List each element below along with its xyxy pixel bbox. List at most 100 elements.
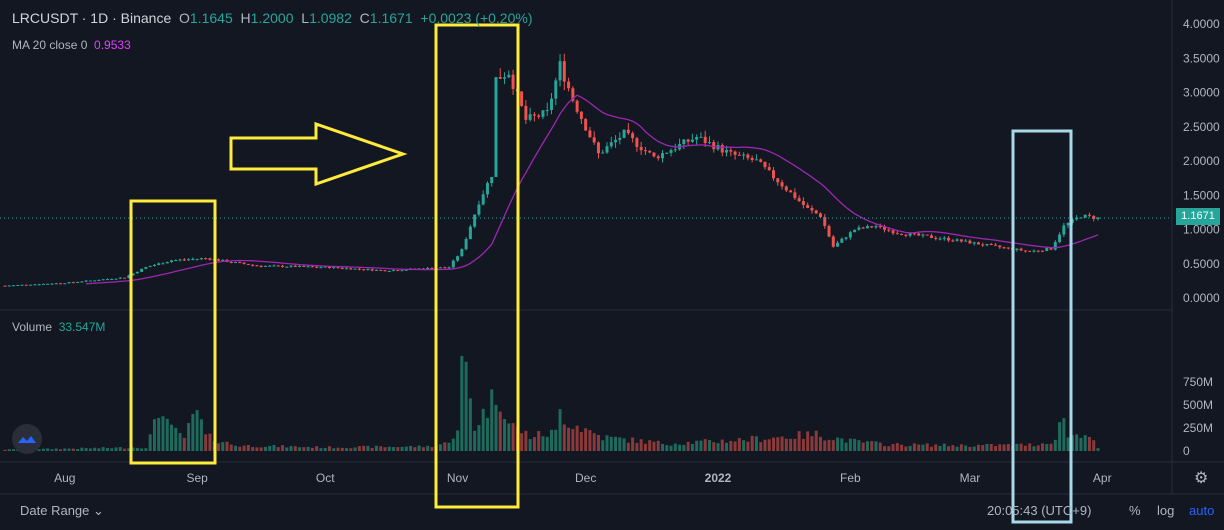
- candle: [887, 229, 891, 231]
- price-tick-label: 0.5000: [1183, 257, 1220, 271]
- candle: [929, 235, 933, 238]
- candle: [118, 277, 122, 279]
- volume-bar: [370, 447, 374, 451]
- candle: [3, 285, 7, 287]
- volume-bar: [665, 445, 669, 451]
- volume-bar: [336, 447, 340, 451]
- gear-icon[interactable]: ⚙: [1194, 470, 1209, 487]
- volume-bar: [349, 448, 353, 451]
- volume-bar: [673, 443, 677, 451]
- candle: [695, 136, 699, 140]
- auto-scale-button[interactable]: auto: [1189, 503, 1215, 518]
- volume-bar: [392, 447, 396, 451]
- time-tick-label: Aug: [54, 471, 75, 485]
- volume-bar: [648, 440, 652, 451]
- date-range-label: Date Range: [20, 503, 90, 518]
- volume-bar: [439, 444, 442, 451]
- candle: [37, 284, 41, 286]
- volume-bar: [742, 440, 746, 451]
- volume-legend[interactable]: Volume 33.547M: [12, 320, 105, 334]
- candle: [976, 242, 980, 245]
- volume-bar: [972, 446, 976, 451]
- volume-value: 33.547M: [58, 320, 106, 334]
- volume-bar: [1053, 439, 1057, 451]
- candle: [148, 266, 152, 268]
- candle: [703, 136, 707, 144]
- volume-bar: [76, 449, 80, 451]
- candle: [759, 159, 763, 162]
- candle: [827, 226, 831, 237]
- candle: [63, 283, 67, 285]
- candle: [110, 278, 114, 280]
- candle: [140, 268, 144, 272]
- volume-bar: [959, 444, 963, 451]
- volume-bar: [532, 437, 536, 451]
- volume-bar: [567, 427, 571, 451]
- right-arrow: [229, 121, 408, 187]
- volume-bar: [853, 438, 857, 451]
- volume-bar: [874, 441, 878, 451]
- volume-bar: [88, 448, 92, 451]
- candle: [59, 283, 62, 285]
- candle: [204, 258, 208, 260]
- volume-bar: [528, 439, 532, 451]
- volume-bar: [178, 433, 182, 451]
- volume-bar: [801, 438, 805, 451]
- candle: [16, 284, 20, 286]
- candle: [891, 230, 895, 234]
- volume-bar: [989, 443, 993, 451]
- volume-bar: [246, 444, 250, 451]
- candle: [712, 142, 716, 150]
- volume-bar: [1075, 434, 1079, 451]
- candle: [105, 279, 109, 281]
- ma-legend[interactable]: MA 20 close 0 0.9533: [12, 38, 131, 52]
- candle: [1036, 250, 1040, 252]
- percent-scale-button[interactable]: %: [1129, 503, 1141, 518]
- candle: [293, 265, 297, 267]
- volume-bar: [554, 429, 558, 451]
- time-tick-label: Apr: [1093, 471, 1112, 485]
- volume-bar: [712, 442, 716, 451]
- candle: [396, 270, 400, 272]
- candle: [793, 192, 797, 199]
- volume-bar: [289, 446, 293, 451]
- candle: [1028, 250, 1032, 252]
- candle: [767, 167, 771, 171]
- volume-bar: [797, 431, 801, 451]
- candle: [1087, 214, 1091, 216]
- volume-bar: [789, 438, 793, 451]
- volume-bar: [105, 448, 109, 451]
- log-scale-button[interactable]: log: [1157, 503, 1175, 518]
- volume-bar: [285, 447, 289, 451]
- candle: [609, 142, 613, 147]
- volume-bar: [759, 442, 763, 451]
- volume-bar: [340, 447, 344, 451]
- volume-bar: [481, 408, 485, 451]
- candle: [814, 210, 818, 214]
- time-tick-label: Sep: [186, 471, 208, 485]
- candle: [673, 149, 677, 151]
- candle: [1096, 217, 1100, 219]
- volume-bar: [216, 443, 220, 451]
- date-range-button[interactable]: Date Range ⌄: [20, 503, 104, 519]
- volume-bar: [784, 438, 788, 451]
- candle: [366, 269, 370, 271]
- volume-bar: [460, 355, 464, 451]
- volume-bar: [426, 445, 430, 451]
- volume-bar: [831, 440, 835, 451]
- volume-bar: [955, 446, 959, 451]
- volume-bar: [135, 447, 139, 451]
- candle: [746, 154, 750, 158]
- tradingview-logo-icon[interactable]: [12, 424, 42, 454]
- time-tick-label: Mar: [960, 471, 981, 485]
- volume-bar: [396, 447, 400, 451]
- volume-bar: [605, 435, 609, 451]
- candle: [289, 265, 293, 267]
- candle: [588, 130, 592, 138]
- symbol-title[interactable]: LRCUSDT · 1D · Binance: [12, 10, 172, 26]
- candle: [921, 234, 925, 236]
- volume-bar: [268, 445, 272, 451]
- clock-readout[interactable]: 20:05:43 (UTC+9): [987, 503, 1092, 518]
- candle: [152, 264, 156, 267]
